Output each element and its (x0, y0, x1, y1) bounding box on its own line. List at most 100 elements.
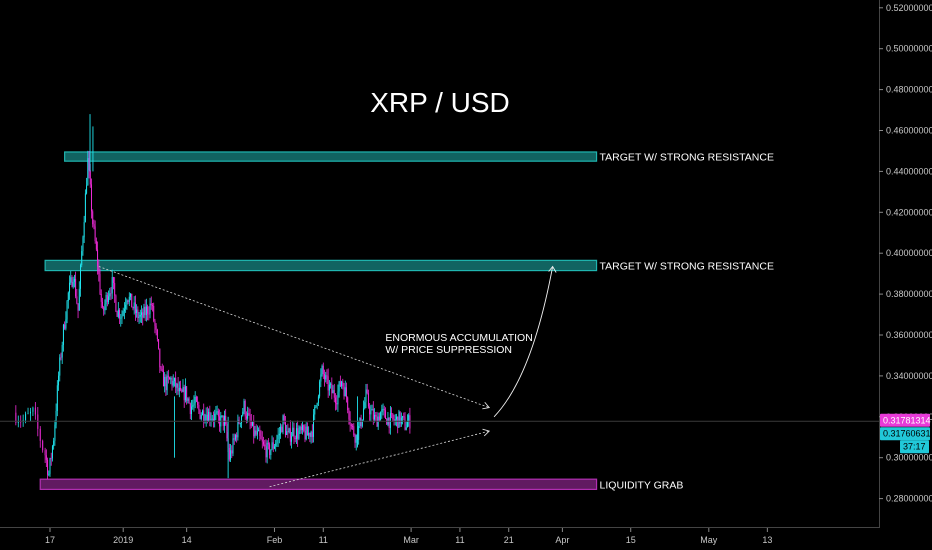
candle-body (308, 432, 310, 436)
candle-body (154, 320, 156, 326)
secondary-price-tag-bg (880, 427, 930, 441)
candle-body (295, 428, 297, 439)
candle-body (399, 411, 401, 424)
candle-body (366, 389, 368, 394)
candle-body (261, 439, 263, 442)
candle-body (361, 419, 363, 427)
candle-body (381, 409, 383, 413)
candle-body (142, 312, 144, 318)
candle-body (270, 449, 272, 455)
x-tick-label: 14 (182, 535, 192, 545)
candle-body (222, 415, 224, 426)
candle-body (313, 414, 315, 437)
candle-body (81, 251, 83, 266)
candle-body (71, 277, 73, 287)
candle-body (84, 193, 86, 223)
candle-body (58, 375, 60, 386)
trendline-lower (269, 430, 490, 488)
candle-body (158, 339, 160, 349)
candle-body (95, 240, 97, 250)
candle-body (136, 309, 138, 314)
candle-body (371, 408, 373, 411)
x-tick-label: 17 (45, 535, 55, 545)
candle-body (272, 442, 274, 449)
candle-body (48, 473, 50, 475)
candle-body (153, 305, 155, 321)
candle-body (324, 374, 325, 380)
candle-body (281, 426, 283, 433)
candle-body (352, 426, 354, 427)
candle-body (59, 357, 61, 376)
candle-body (276, 439, 278, 444)
candle-body (289, 428, 291, 442)
candle-body (100, 293, 102, 302)
candle-body (184, 386, 186, 401)
candle-body (32, 407, 34, 412)
candle-body (388, 417, 390, 428)
candle-body (259, 429, 261, 436)
candle-body (111, 277, 113, 294)
candle-body (78, 288, 80, 311)
candle-body (394, 419, 396, 422)
candle-body (121, 315, 123, 318)
candle-body (358, 426, 360, 440)
candle-body (130, 293, 132, 297)
x-axis[interactable]: 17 2019 14 Feb 11 Mar 11 21 Apr 15 May 13 (45, 528, 772, 545)
candle-body (197, 401, 199, 405)
candle-body (117, 309, 119, 317)
candle-body (350, 424, 352, 427)
candle-body (172, 380, 174, 386)
candle-body (87, 158, 89, 186)
x-tick-label: Feb (267, 535, 283, 545)
candle-body (98, 266, 100, 275)
candle-body (266, 442, 268, 458)
candle-body (205, 414, 207, 421)
candle-body (264, 444, 266, 447)
candle-body (382, 408, 384, 410)
candle-body (349, 419, 351, 425)
candle-body (202, 410, 203, 416)
candle-body (402, 416, 404, 418)
candle-body (156, 329, 158, 340)
candle-body (341, 381, 343, 387)
candle-body (97, 249, 99, 267)
candle-body (155, 325, 157, 330)
candle-body (119, 309, 121, 319)
x-tick-label: May (700, 535, 718, 545)
candle-body (44, 450, 46, 456)
candle-body (254, 430, 256, 437)
candle-body (241, 415, 243, 423)
candle-body (50, 458, 52, 459)
candle-body (173, 377, 175, 381)
zone-rect (64, 151, 598, 162)
candle-body (151, 305, 153, 307)
candle-body (283, 415, 285, 423)
candle-body (333, 390, 335, 398)
candle-body (138, 316, 140, 319)
y-axis[interactable]: 0.52000000 0.50000000 0.48000000 0.46000000… (879, 3, 932, 504)
candle-body (400, 417, 402, 424)
candle-body (245, 416, 247, 419)
candle-body (171, 378, 173, 386)
candle-body (25, 413, 27, 421)
candle-body (256, 431, 258, 435)
countdown-tag-bg (900, 440, 929, 454)
candle-body (216, 411, 218, 413)
candle-body (170, 378, 172, 380)
candle-body (338, 381, 340, 392)
x-tick-label: 11 (319, 535, 328, 545)
candle-body (237, 419, 239, 438)
candle-body (178, 387, 180, 392)
candle-body (380, 412, 382, 421)
x-tick-label: 11 (455, 535, 464, 545)
candle-body (317, 396, 319, 404)
candle-body (271, 442, 273, 450)
candle-body (247, 413, 249, 419)
candle-body (206, 414, 208, 422)
candle-body (132, 307, 134, 309)
candle-body (210, 419, 212, 421)
annotation-text: ENORMOUS ACCUMULATION (385, 332, 532, 344)
candle-body (147, 306, 149, 314)
